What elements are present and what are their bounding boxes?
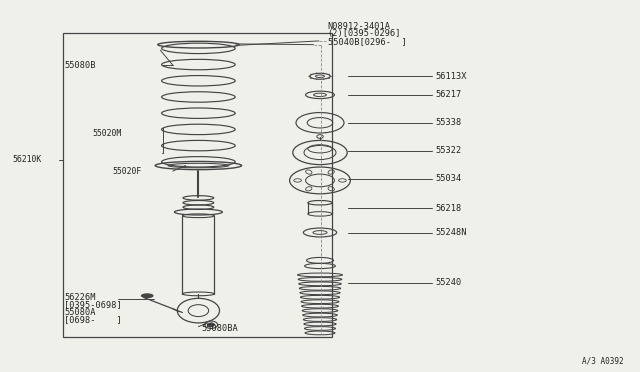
- Text: N08912-3401A: N08912-3401A: [328, 22, 390, 31]
- Text: (2)[0395-0296]: (2)[0395-0296]: [328, 29, 401, 38]
- Text: 55240: 55240: [435, 278, 461, 287]
- Text: 56217: 56217: [435, 90, 461, 99]
- Ellipse shape: [141, 294, 153, 298]
- Text: 56226M: 56226M: [64, 293, 95, 302]
- Text: 56113X: 56113X: [435, 72, 467, 81]
- Text: A/3 A0392: A/3 A0392: [582, 356, 624, 365]
- Text: [0698-    ]: [0698- ]: [64, 315, 122, 324]
- Text: 55080BA: 55080BA: [202, 324, 238, 333]
- Text: 55322: 55322: [435, 146, 461, 155]
- Bar: [63, 33, 332, 337]
- Text: 55080A: 55080A: [64, 308, 95, 317]
- Text: 55040B[0296-  ]: 55040B[0296- ]: [328, 37, 406, 46]
- Text: 55020M: 55020M: [93, 129, 122, 138]
- Text: 56218: 56218: [435, 204, 461, 213]
- Text: 56210K: 56210K: [13, 155, 42, 164]
- Text: [0395-0698]: [0395-0698]: [64, 301, 122, 310]
- Circle shape: [208, 323, 214, 327]
- Text: 55020F: 55020F: [112, 167, 141, 176]
- Text: 55034: 55034: [435, 174, 461, 183]
- Text: 55080B: 55080B: [64, 61, 95, 70]
- Text: 55248N: 55248N: [435, 228, 467, 237]
- Text: 55338: 55338: [435, 118, 461, 127]
